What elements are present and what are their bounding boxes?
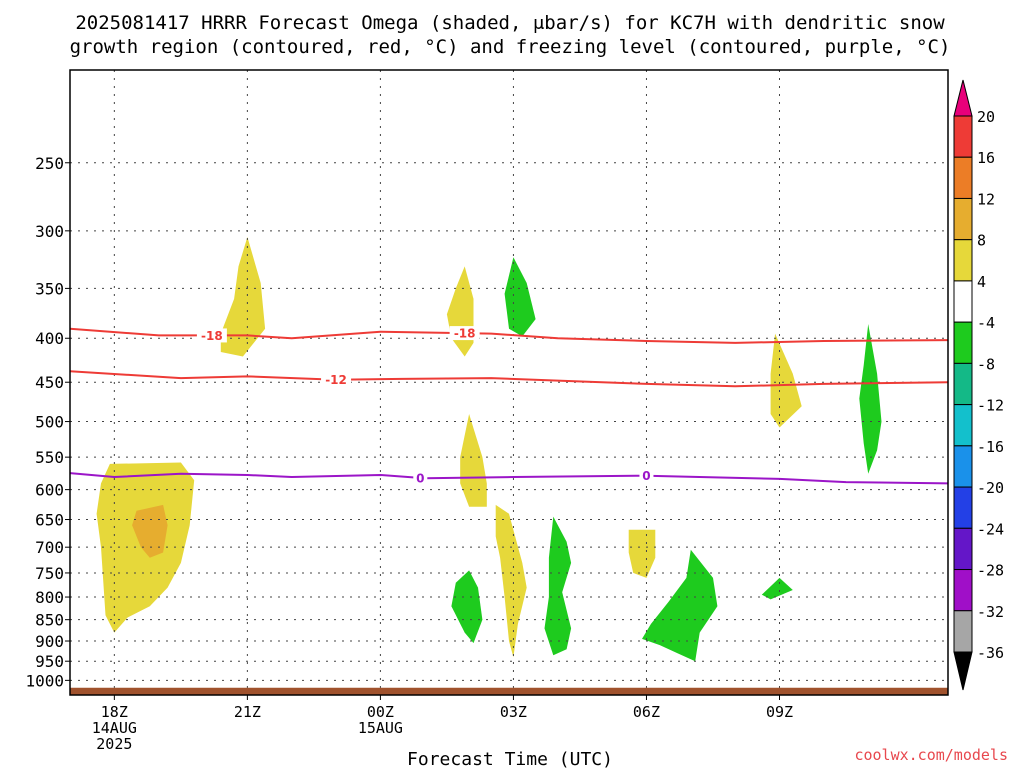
x-tick-label-09Z: 09Z [766,703,793,721]
y-tick-label-900: 900 [35,632,64,651]
colorbar-label--28: -28 [977,562,1004,580]
colorbar-label--16: -16 [977,438,1004,456]
x-axis-label: Forecast Time (UTC) [407,749,613,768]
colorbar-label--24: -24 [977,520,1004,538]
y-tick-label-800: 800 [35,588,64,607]
terrain-band [70,687,948,695]
colorbar-bin-13 [953,610,973,653]
omega-region-2 [132,504,168,558]
y-tick-label-600: 600 [35,481,64,500]
omega-region-3 [220,237,266,357]
colorbar-label-12: 12 [977,190,995,208]
plot-area: -18 -18 -12 0 0 250 300 350 400 450 500 550 600 650 70… [25,69,949,753]
y-tick-label-550: 550 [35,448,64,467]
colorbar-bin-7 [953,362,973,406]
contour-line-0 [70,472,948,485]
contour-label-bg [449,326,480,341]
contour-label-bg [639,468,654,483]
colorbar-bin-top [953,79,973,117]
colorbar-bin-8 [953,404,973,447]
colorbar-bin-12 [953,569,973,612]
colorbar-bin-5 [953,280,973,323]
x-tick-label-03Z: 03Z [500,703,527,721]
colorbar-bin-4 [953,239,973,282]
colorbar-label-16: 16 [977,149,995,167]
colorbar-bin-2 [953,156,973,199]
omega-region-9 [544,516,572,656]
y-tick-label-1000: 1000 [25,671,64,690]
y-tick-label-450: 450 [35,373,64,392]
contour-label--12: -12 [325,373,347,387]
colorbar-label-8: 8 [977,232,986,250]
colorbar-bin-11 [953,527,973,571]
x-tick-label-18Z: 18Z [101,703,128,721]
colorbar-label-20: 20 [977,108,995,126]
omega-region-5 [504,257,536,337]
colorbar-label--12: -12 [977,397,1004,415]
contour-label-bg [413,470,428,485]
colorbar-label-4: 4 [977,273,986,291]
x-tick-label-06Z: 06Z [633,703,660,721]
contour-line--12 [70,370,948,388]
credit-text: coolwx.com/models [854,746,1008,764]
omega-region-8 [451,570,483,644]
contour-label--18: -18 [201,329,223,343]
colorbar-bin-9 [953,445,973,488]
omega-region-13 [761,577,793,600]
colorbar-bin-bottom [953,651,973,691]
omega-region-4 [446,266,474,357]
omega-region-6 [460,414,487,507]
colorbar: 20 16 12 8 4 -4 -8 -12 -16 -20 -24 -28 -32 -36 [953,79,1004,691]
colorbar-label--20: -20 [977,479,1004,497]
x-tick-label-21Z: 21Z [234,703,261,721]
x-tick-label-14AUG: 14AUG [92,719,137,737]
chart-title-line-1: 2025081417 HRRR Forecast Omega (shaded, … [75,12,945,34]
colorbar-bin-3 [953,197,973,241]
contour-label-bg [321,372,352,387]
omega-region-14 [859,324,882,474]
colorbar-bin-1 [953,115,973,158]
y-tick-label-650: 650 [35,511,64,530]
omega-region-11 [642,549,718,662]
y-tick-label-850: 850 [35,611,64,630]
chart-title-line-2: growth region (contoured, red, °C) and f… [70,36,951,58]
omega-region-12 [770,333,802,428]
contour-label-0: 0 [416,471,424,485]
y-tick-label-950: 950 [35,652,64,671]
colorbar-label--4: -4 [977,314,995,332]
y-tick-label-700: 700 [35,538,64,557]
y-tick-label-300: 300 [35,222,64,241]
y-tick-label-350: 350 [35,279,64,298]
contour-label-0: 0 [642,469,650,483]
y-tick-label-250: 250 [35,154,64,173]
y-tick-label-400: 400 [35,329,64,348]
contour-label-bg [196,328,227,343]
y-tick-label-500: 500 [35,413,64,432]
x-tick-label-00Z: 00Z [367,703,394,721]
colorbar-label--36: -36 [977,644,1004,662]
colorbar-bin-6 [953,321,973,364]
x-tick-label-15AUG: 15AUG [358,719,403,737]
contour-label--18: -18 [454,327,476,341]
omega-region-10 [628,529,656,578]
omega-region-7 [495,504,527,658]
colorbar-label--32: -32 [977,603,1004,621]
colorbar-label--8: -8 [977,355,995,373]
x-tick-label-2025: 2025 [96,735,132,753]
y-tick-label-750: 750 [35,564,64,583]
colorbar-bin-10 [953,486,973,529]
